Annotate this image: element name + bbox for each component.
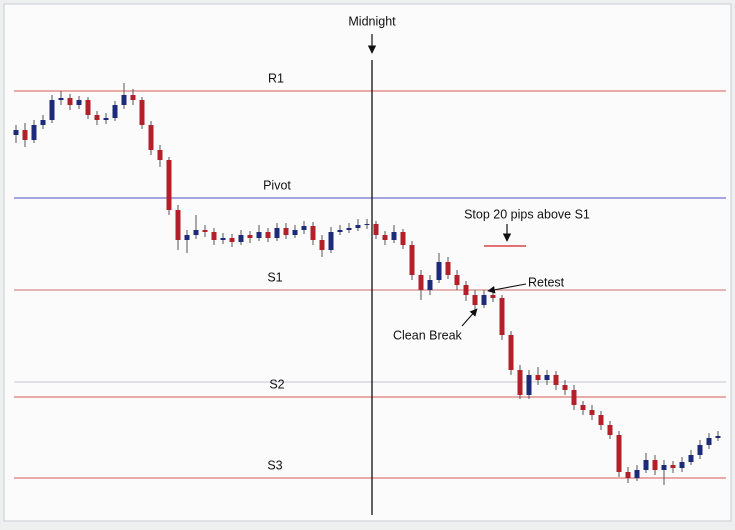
candle-body: [346, 228, 352, 230]
candle-body: [301, 226, 307, 230]
candle-body: [634, 470, 640, 478]
candle-body: [526, 375, 532, 395]
candle-body: [598, 415, 604, 425]
candle-body: [643, 460, 649, 470]
candle-body: [661, 465, 667, 470]
candle-body: [58, 98, 64, 100]
candle-body: [481, 295, 487, 305]
candle-body: [355, 225, 361, 228]
candle-body: [193, 230, 199, 235]
candle-body: [139, 100, 145, 125]
candle-body: [175, 210, 181, 240]
candle-body: [499, 298, 505, 335]
candle-body: [490, 295, 496, 298]
candle-body: [247, 235, 253, 238]
candle-body: [562, 385, 568, 390]
candle-body: [130, 95, 136, 100]
candle-body: [310, 226, 316, 240]
candle-body: [229, 238, 235, 242]
levels: R1 Pivot S1 S2 S3: [14, 71, 726, 479]
candle-body: [166, 160, 172, 210]
candle-body: [184, 235, 190, 240]
candle-body: [337, 230, 343, 232]
candle-body: [103, 118, 109, 120]
candle-body: [67, 98, 73, 105]
candle-body: [220, 238, 226, 240]
candle-body: [436, 262, 442, 280]
candle-body: [94, 115, 100, 120]
candle-body: [688, 455, 694, 462]
candle-body: [76, 100, 82, 105]
candle-body: [625, 472, 631, 478]
candle-body: [274, 228, 280, 238]
candle-body: [40, 120, 46, 125]
candle-body: [13, 130, 19, 135]
candle-body: [418, 275, 424, 290]
candle-body: [256, 232, 262, 238]
retest-label: Retest: [528, 275, 565, 289]
candle-body: [31, 125, 37, 140]
candle-body: [400, 232, 406, 245]
level-label: S3: [267, 458, 282, 472]
candle-body: [472, 295, 478, 305]
candle-body: [328, 232, 334, 250]
candle-body: [679, 462, 685, 468]
candle-body: [670, 465, 676, 468]
candle-body: [157, 150, 163, 160]
candle-body: [571, 390, 577, 405]
retest-arrow: [487, 283, 527, 294]
clean-break-arrow: [461, 308, 478, 327]
clean-break-label: Clean Break: [393, 328, 463, 342]
level-label: R1: [268, 71, 284, 85]
candle-body: [238, 235, 244, 242]
candle-body: [49, 100, 55, 120]
candle-body: [445, 262, 451, 275]
candle-body: [607, 425, 613, 435]
candle-body: [697, 445, 703, 455]
candle-body: [148, 125, 154, 150]
candle-body: [454, 275, 460, 285]
candle-body: [715, 436, 721, 438]
candle-body: [382, 235, 388, 240]
candle-body: [85, 100, 91, 115]
candle-body: [517, 370, 523, 395]
candle-body: [283, 228, 289, 235]
candle-body: [292, 230, 298, 235]
candle-body: [112, 105, 118, 118]
candle-body: [580, 405, 586, 410]
level-label: Pivot: [263, 178, 291, 192]
stop-label: Stop 20 pips above S1: [464, 207, 590, 221]
candles: [13, 83, 721, 485]
candle-body: [535, 375, 541, 380]
midnight-label: Midnight: [348, 14, 396, 28]
candle-body: [391, 232, 397, 240]
candle-body: [373, 224, 379, 235]
candle-body: [508, 335, 514, 370]
candle-body: [409, 245, 415, 275]
candle-body: [616, 435, 622, 472]
plot-area: [3, 3, 732, 522]
candle-body: [364, 224, 370, 225]
level-label: S1: [267, 270, 282, 284]
candle-body: [589, 410, 595, 415]
candle-body: [211, 232, 217, 240]
candle-body: [319, 240, 325, 250]
candle-body: [544, 375, 550, 380]
candle-body: [463, 285, 469, 295]
candle-body: [706, 438, 712, 445]
candle-body: [22, 130, 28, 140]
level-label: S2: [269, 377, 284, 391]
candle-body: [265, 232, 271, 238]
candle-body: [202, 230, 208, 232]
candle-body: [427, 280, 433, 290]
candle-body: [652, 460, 658, 470]
candle-body: [553, 375, 559, 385]
candle-body: [121, 95, 127, 105]
